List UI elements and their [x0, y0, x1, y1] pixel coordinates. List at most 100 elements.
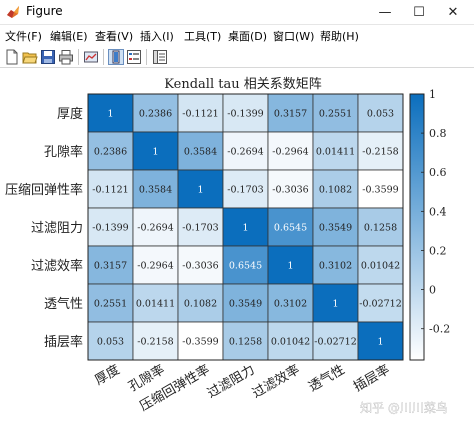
maximize-icon: ☐ [413, 5, 425, 20]
cell-value-label: -0.1399 [227, 109, 263, 120]
cell-value-label: -0.02712 [314, 337, 357, 348]
cell-value-label: -0.3036 [272, 185, 308, 196]
print-icon[interactable] [58, 49, 74, 65]
property-editor-icon[interactable] [152, 49, 168, 65]
cell-value-label: 0.01042 [361, 261, 400, 272]
cell-value-label: -0.1121 [92, 185, 128, 196]
cell-value-label: -0.02712 [359, 299, 402, 310]
column-label: 过滤效率 [249, 362, 302, 402]
new-figure-icon[interactable] [4, 49, 20, 65]
plot-border [87, 93, 404, 361]
column-label: 透气性 [306, 362, 348, 395]
heatmap-cell [312, 207, 359, 247]
heatmap-cell [132, 169, 179, 209]
cell-value-label: 0.3584 [139, 185, 172, 196]
heatmap-cell [312, 131, 359, 171]
colorbar-tick-label: 0.4 [429, 205, 447, 218]
cell-value-label: 0.3549 [319, 223, 352, 234]
toolbar-separator [78, 49, 79, 65]
menu-file[interactable]: 文件(F) [5, 30, 42, 43]
cell-value-label: 1 [287, 261, 293, 272]
heatmap-cell [222, 131, 269, 171]
cell-value-label: 0.6545 [229, 261, 262, 272]
figure-canvas: Kendall tau 相关系数矩阵 1 0.2386 -0.1121 -0.1399… [0, 68, 474, 424]
chart-title: Kendall tau 相关系数矩阵 [164, 77, 321, 92]
heatmap-cell [357, 283, 404, 323]
cell-value-label: 0.01042 [271, 337, 310, 348]
heatmap-cell [177, 245, 224, 285]
cell-value-label: 1 [242, 223, 248, 234]
colorbar-tick-label: 0 [429, 284, 436, 297]
cell-value-label: -0.1121 [182, 109, 218, 120]
minimize-button[interactable]: — [368, 0, 402, 25]
maximize-button[interactable]: ☐ [402, 0, 436, 25]
save-icon[interactable] [40, 49, 56, 65]
close-icon: ✕ [447, 5, 459, 20]
menu-edit[interactable]: 编辑(E) [50, 30, 88, 43]
cell-value-label: 0.6545 [274, 223, 307, 234]
toolbar-separator [146, 49, 147, 65]
insert-colorbar-icon[interactable] [108, 49, 124, 65]
open-file-icon[interactable] [22, 49, 38, 65]
heatmap-cell [87, 131, 134, 171]
heatmap-cell [222, 93, 269, 133]
cell-value-label: 1 [332, 299, 338, 310]
cell-value-label: 1 [152, 147, 158, 158]
watermark-text: 知乎 @川川菜鸟 [360, 400, 448, 415]
cell-value-label: -0.2694 [227, 147, 263, 158]
cell-value-label: 0.3102 [319, 261, 352, 272]
cell-value-label: 0.1258 [364, 223, 397, 234]
cell-value-label: 1 [377, 337, 383, 348]
cell-value-label: 0.1082 [184, 299, 217, 310]
heatmap-cell [267, 93, 314, 133]
cell-value-label: 1 [197, 185, 203, 196]
heatmap-cell [357, 321, 404, 361]
heatmap-cell [267, 131, 314, 171]
heatmap-cell [357, 93, 404, 133]
insert-legend-icon[interactable] [126, 49, 142, 65]
heatmap-cell [132, 93, 179, 133]
cell-value-label: 0.2386 [139, 109, 172, 120]
cell-value-label: -0.3599 [362, 185, 398, 196]
menu-help[interactable]: 帮助(H) [320, 30, 359, 43]
colorbar-tick-label: 0.8 [429, 127, 447, 140]
menu-insert[interactable]: 插入(I) [140, 30, 174, 43]
heatmap-cell [267, 169, 314, 209]
heatmap-cell [87, 207, 134, 247]
colorbar-tick-label: 0.2 [429, 244, 447, 257]
heatmap-cell [177, 131, 224, 171]
cell-value-label: 0.053 [367, 109, 394, 120]
cell-value-label: 0.2386 [94, 147, 127, 158]
cell-value-label: 0.3157 [94, 261, 127, 272]
column-label: 过滤阻力 [205, 362, 258, 401]
cell-value-label: -0.2158 [362, 147, 398, 158]
heatmap-cells: 1 0.2386 -0.1121 -0.1399 0.3157 0.2551 0.053 0.… [87, 93, 404, 361]
menu-window[interactable]: 窗口(W) [273, 30, 315, 43]
heatmap-cell [222, 169, 269, 209]
heatmap-cell [177, 169, 224, 209]
cell-value-label: -0.1703 [227, 185, 263, 196]
heatmap-cell [132, 321, 179, 361]
colorbar-tick-label: 1 [429, 88, 436, 101]
cell-value-label: -0.3036 [182, 261, 218, 272]
menu-desktop[interactable]: 桌面(D) [228, 30, 268, 43]
colorbar-tick-label: -0.2 [429, 323, 450, 336]
window-title: Figure [26, 4, 63, 18]
heatmap-cell [267, 321, 314, 361]
link-plot-icon[interactable] [83, 49, 99, 65]
row-label: 过滤阻力 [31, 221, 83, 236]
menu-view[interactable]: 查看(V) [95, 30, 134, 43]
heatmap-cell [357, 245, 404, 285]
row-label: 厚度 [57, 106, 83, 122]
column-label: 插层率 [351, 362, 393, 395]
row-label: 压缩回弹性率 [5, 182, 83, 198]
cell-value-label: -0.2964 [137, 261, 173, 272]
heatmap-chart: Kendall tau 相关系数矩阵 1 0.2386 -0.1121 -0.1399… [5, 77, 450, 415]
row-label: 过滤效率 [31, 258, 83, 274]
close-button[interactable]: ✕ [436, 0, 470, 25]
cell-value-label: -0.1399 [92, 223, 128, 234]
menu-tools[interactable]: 工具(T) [184, 30, 222, 43]
toolbar-separator [103, 49, 104, 65]
matlab-figure-icon [7, 6, 19, 18]
